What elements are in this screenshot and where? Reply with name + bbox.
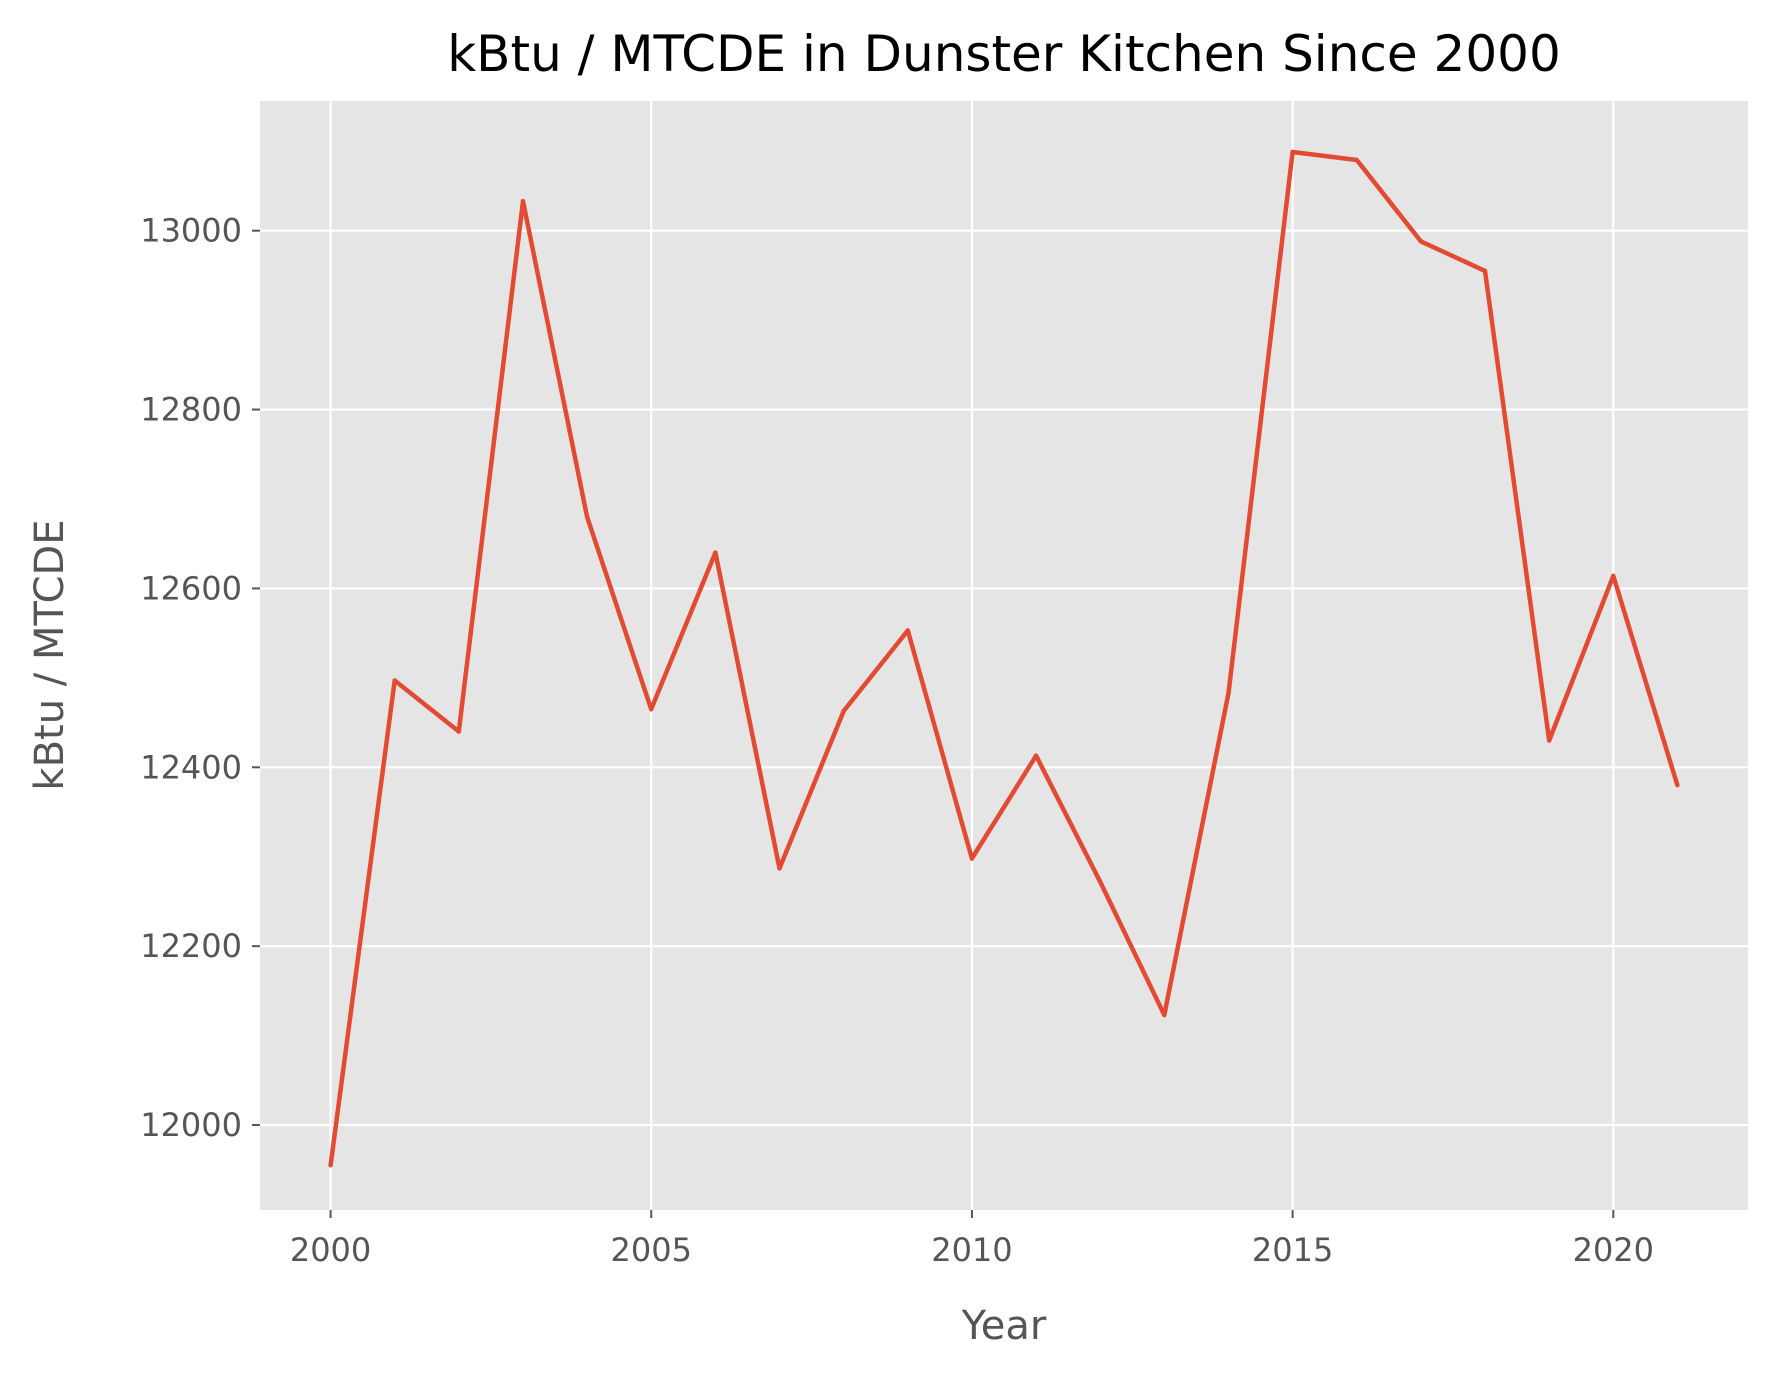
x-axis-label: Year bbox=[961, 1303, 1047, 1349]
data-point bbox=[456, 729, 462, 734]
data-point bbox=[905, 628, 910, 633]
x-tick-label: 2020 bbox=[1573, 1231, 1654, 1269]
grid bbox=[260, 101, 1748, 1210]
data-point bbox=[1098, 879, 1103, 884]
data-point bbox=[1675, 782, 1680, 788]
data-point bbox=[1418, 239, 1424, 244]
x-tick-label: 2010 bbox=[931, 1231, 1012, 1269]
x-tick-label: 2000 bbox=[290, 1231, 371, 1269]
y-axis-label: kBtu / MTCDE bbox=[27, 519, 73, 790]
axis-ticks: 2000 2005 2010 2015 2020 12000 12200 12400 12600… bbox=[140, 212, 1654, 1269]
data-point bbox=[1033, 753, 1039, 758]
data-point bbox=[1290, 149, 1295, 155]
data-point bbox=[969, 856, 975, 861]
y-tick-label: 13000 bbox=[140, 212, 242, 250]
data-point bbox=[1482, 268, 1488, 274]
data-point bbox=[1354, 157, 1359, 163]
data-point bbox=[392, 678, 397, 683]
data-point bbox=[1611, 573, 1616, 579]
y-tick-label: 12800 bbox=[140, 391, 242, 429]
y-tick-label: 12200 bbox=[140, 927, 242, 965]
data-point bbox=[520, 198, 526, 204]
y-tick-label: 12400 bbox=[140, 748, 242, 786]
plot-background bbox=[260, 101, 1748, 1210]
data-point bbox=[328, 1163, 333, 1168]
data-point bbox=[584, 514, 590, 520]
data-point bbox=[649, 706, 654, 712]
data-point bbox=[841, 708, 846, 714]
y-tick-label: 12600 bbox=[140, 569, 242, 607]
x-tick-label: 2005 bbox=[611, 1231, 692, 1269]
data-point bbox=[713, 550, 718, 555]
data-point bbox=[1546, 738, 1552, 743]
data-point bbox=[1162, 1012, 1167, 1018]
series-layer bbox=[328, 149, 1680, 1168]
data-point bbox=[777, 866, 782, 871]
y-tick-label: 12000 bbox=[140, 1106, 242, 1144]
data-point bbox=[1226, 690, 1231, 696]
chart-title: kBtu / MTCDE in Dunster Kitchen Since 20… bbox=[447, 25, 1561, 83]
series-line bbox=[328, 149, 1680, 1166]
x-tick-label: 2015 bbox=[1252, 1231, 1333, 1269]
